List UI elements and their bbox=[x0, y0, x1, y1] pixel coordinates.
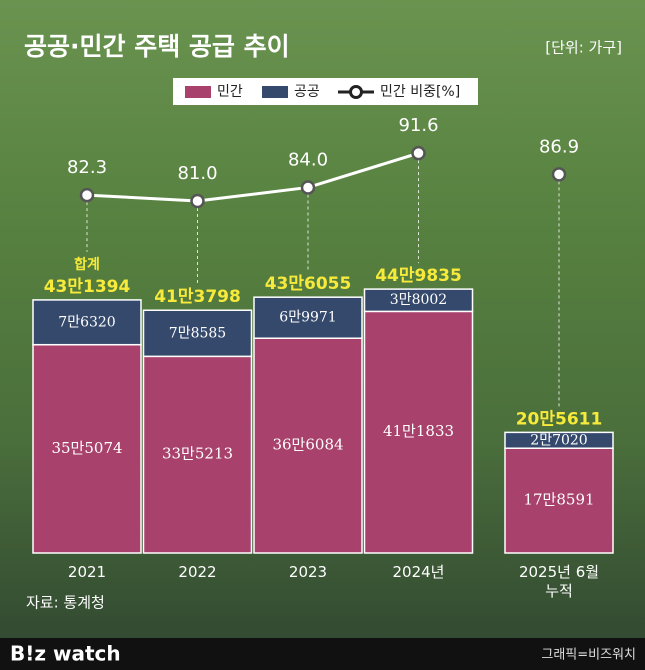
legend-label: 민간 비중[%] bbox=[380, 84, 460, 100]
total-label: 41만3798 bbox=[154, 287, 241, 307]
unit-note: [단위: 가구] bbox=[545, 39, 622, 57]
bar-public bbox=[363, 288, 474, 313]
ratio-point bbox=[411, 145, 426, 161]
total-label: 43만6055 bbox=[265, 274, 352, 294]
value-label: 35만5074 bbox=[51, 439, 122, 457]
ratio-label: 84.0 bbox=[288, 149, 328, 170]
value-label: 3만8002 bbox=[390, 292, 447, 308]
ratio-point bbox=[300, 180, 316, 195]
brand: B!z watch bbox=[10, 642, 121, 666]
bar-public bbox=[32, 299, 142, 346]
ratio-point bbox=[79, 187, 95, 203]
ratio-label: 81.0 bbox=[177, 163, 217, 184]
value-label: 7만6320 bbox=[58, 314, 115, 330]
value-label: 2만7020 bbox=[530, 432, 587, 448]
bar-private bbox=[32, 343, 142, 554]
ratio-point bbox=[190, 193, 205, 209]
legend-marker bbox=[349, 85, 363, 99]
ratio-label: 86.9 bbox=[539, 136, 579, 157]
footer-bar bbox=[0, 638, 645, 670]
bar-public bbox=[142, 309, 253, 358]
credit: 그래픽=비즈워치 bbox=[541, 648, 636, 663]
value-label: 33만5213 bbox=[162, 445, 233, 463]
legend-label: 민간 bbox=[217, 84, 243, 100]
legend-swatch bbox=[262, 86, 288, 98]
source: 자료: 통계청 bbox=[26, 594, 105, 612]
value-label: 41만1833 bbox=[383, 422, 454, 440]
legend-label: 공공 bbox=[294, 84, 320, 100]
value-label: 7만8585 bbox=[169, 325, 226, 341]
ratio-point bbox=[551, 167, 567, 182]
x-tick-label: 2023 bbox=[288, 563, 328, 581]
ratio-label: 82.3 bbox=[67, 157, 107, 178]
total-title: 합계 bbox=[74, 256, 100, 273]
bar-public bbox=[504, 431, 614, 449]
value-label: 6만9971 bbox=[279, 310, 336, 326]
ratio-label: 91.6 bbox=[398, 115, 438, 136]
x-tick-label: 2021 bbox=[67, 563, 107, 581]
value-label: 17만8591 bbox=[523, 491, 594, 509]
total-label: 43만1394 bbox=[44, 277, 131, 297]
legend-box bbox=[173, 78, 478, 105]
x-tick-label: 2025년 6월 누적 bbox=[518, 563, 600, 600]
total-label: 44만9835 bbox=[375, 266, 462, 286]
value-label: 36만6084 bbox=[272, 436, 343, 454]
bar-private bbox=[363, 310, 474, 554]
x-tick-label: 2022 bbox=[178, 563, 217, 581]
x-tick-label: 2024년 bbox=[392, 563, 445, 581]
bar-private bbox=[253, 337, 363, 554]
legend-swatch bbox=[185, 86, 211, 98]
bar-private bbox=[504, 447, 614, 554]
chart-title: 공공·민간 주택 공급 추이 bbox=[24, 32, 290, 61]
bar-public bbox=[253, 296, 363, 339]
bar-private bbox=[142, 355, 253, 554]
total-label: 20만5611 bbox=[516, 409, 603, 429]
